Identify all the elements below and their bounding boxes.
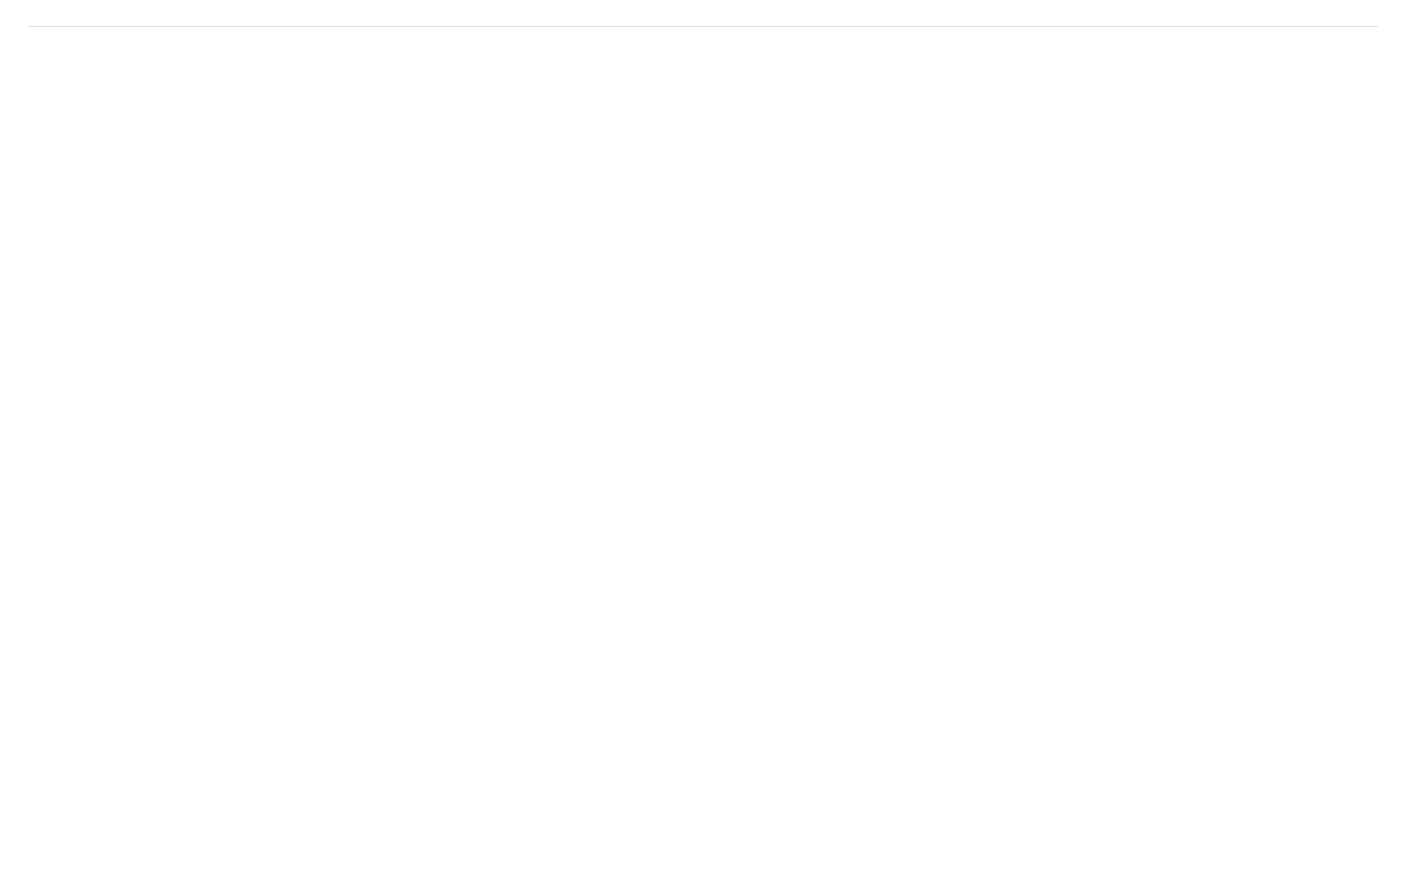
scatter-chart [60,27,1378,817]
y-axis-title-col [28,27,60,817]
chart-header [28,18,1378,27]
plot-area [60,27,1378,817]
